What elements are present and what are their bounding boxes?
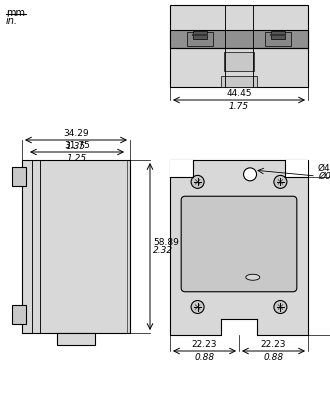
- Bar: [224, 52, 254, 71]
- Circle shape: [244, 168, 256, 181]
- Ellipse shape: [246, 274, 260, 280]
- Circle shape: [274, 300, 287, 314]
- Text: 58.89: 58.89: [153, 238, 179, 247]
- Bar: [193, 31, 207, 39]
- Text: mm: mm: [6, 8, 25, 18]
- Bar: [170, 5, 308, 87]
- Text: 22.23: 22.23: [192, 340, 217, 349]
- Bar: [170, 30, 308, 48]
- Bar: [221, 76, 257, 87]
- Bar: [265, 32, 291, 46]
- Text: 2.32: 2.32: [153, 246, 173, 255]
- Bar: [170, 160, 193, 177]
- Text: in.: in.: [6, 16, 18, 26]
- Bar: [284, 160, 308, 177]
- Text: Ø0.19: Ø0.19: [318, 172, 330, 180]
- Bar: [22, 160, 130, 333]
- Bar: [170, 160, 308, 335]
- Circle shape: [274, 175, 287, 188]
- Bar: [221, 319, 257, 337]
- Text: 1.35: 1.35: [66, 142, 86, 151]
- Bar: [12, 305, 26, 324]
- Text: 34.29: 34.29: [63, 129, 89, 138]
- Text: 0.88: 0.88: [194, 353, 214, 362]
- Text: 1.25: 1.25: [67, 154, 87, 163]
- Text: Ø4.9: Ø4.9: [318, 164, 330, 172]
- Circle shape: [191, 300, 204, 314]
- Bar: [187, 32, 214, 46]
- Text: 22.23: 22.23: [261, 340, 286, 349]
- Circle shape: [191, 175, 204, 188]
- Bar: [271, 31, 285, 39]
- Text: 0.88: 0.88: [263, 353, 283, 362]
- Text: 1.75: 1.75: [229, 102, 249, 111]
- Bar: [12, 167, 26, 186]
- Text: 31.75: 31.75: [64, 141, 90, 150]
- FancyBboxPatch shape: [181, 196, 297, 292]
- Text: 44.45: 44.45: [226, 89, 252, 98]
- Bar: [57, 333, 95, 345]
